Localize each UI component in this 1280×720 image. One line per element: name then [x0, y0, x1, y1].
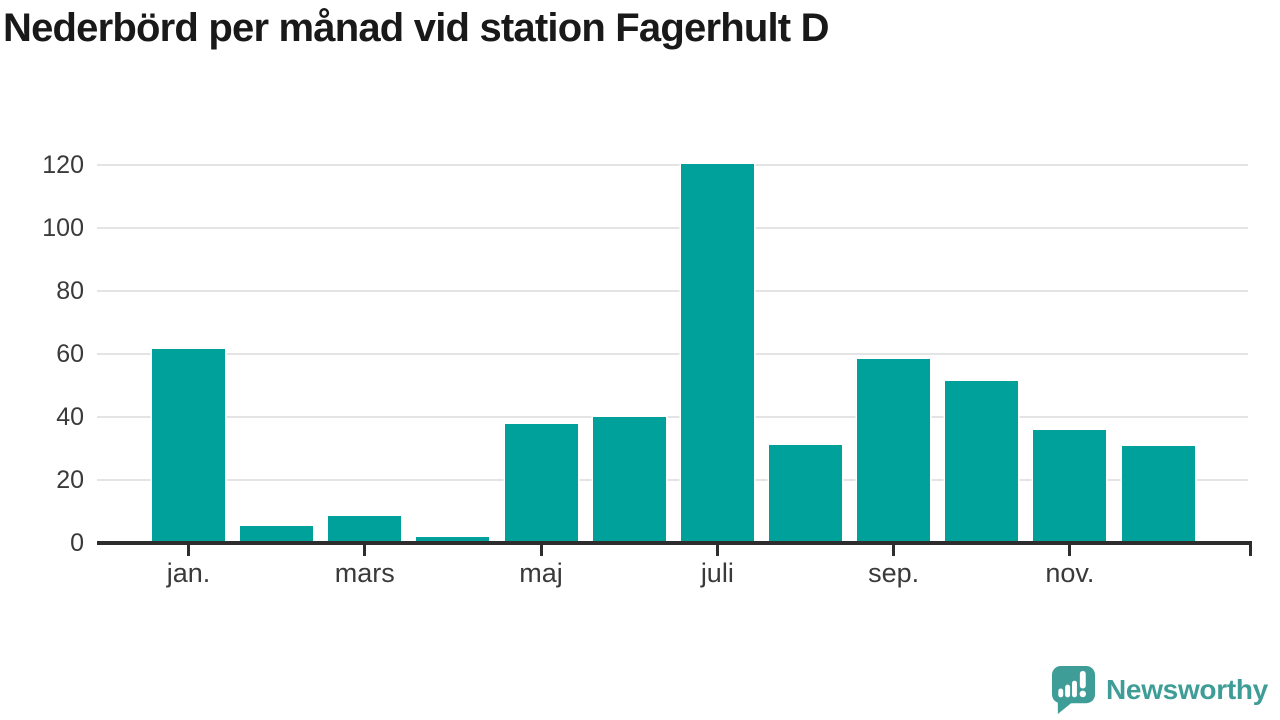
y-axis-label: 20 [56, 466, 84, 494]
chart-title: Nederbörd per månad vid station Fagerhul… [3, 6, 830, 50]
bar-juli [680, 164, 754, 543]
y-axis-label: 0 [70, 529, 84, 557]
x-axis-label: jan. [166, 558, 211, 588]
x-axis-tick [715, 544, 719, 556]
gridline-120 [97, 164, 1248, 166]
x-axis-tick [363, 544, 367, 556]
bar-jan. [152, 349, 225, 543]
gridline-60 [97, 353, 1248, 355]
x-axis-tick [1068, 544, 1072, 556]
y-axis-label: 60 [56, 340, 84, 368]
y-axis-label: 120 [42, 151, 84, 179]
x-axis-tick [187, 544, 190, 556]
bar-feb. [240, 526, 314, 543]
x-axis-label: maj [519, 558, 563, 588]
x-axis-tick [892, 544, 896, 556]
bar-aug. [768, 445, 842, 543]
x-axis-label: sep. [868, 558, 920, 588]
x-axis-label: juli [700, 558, 734, 588]
bar-sep. [857, 359, 931, 543]
gridline-20 [97, 479, 1248, 481]
gridline-100 [97, 227, 1248, 229]
x-axis-end-tick [1249, 541, 1252, 556]
y-axis-label: 80 [56, 277, 84, 305]
bar-juni [592, 417, 666, 543]
gridline-40 [97, 416, 1248, 418]
gridline-80 [97, 290, 1248, 292]
x-axis-label: nov. [1045, 558, 1095, 588]
bar-okt. [945, 381, 1019, 543]
bar-mars [328, 516, 402, 543]
y-axis-label: 100 [42, 214, 84, 242]
y-axis-label: 40 [56, 403, 84, 431]
bar-dec. [1121, 446, 1195, 543]
newsworthy-branding: Newsworthy [1050, 664, 1268, 715]
x-axis-line [97, 540, 1252, 545]
x-axis-label: mars [334, 558, 395, 588]
bar-nov. [1033, 430, 1107, 543]
bar-maj [504, 424, 578, 543]
newsworthy-wordmark: Newsworthy [1106, 673, 1268, 705]
x-axis-tick [539, 544, 543, 556]
newsworthy-logo-icon [1051, 666, 1096, 714]
bar-april [416, 537, 490, 543]
